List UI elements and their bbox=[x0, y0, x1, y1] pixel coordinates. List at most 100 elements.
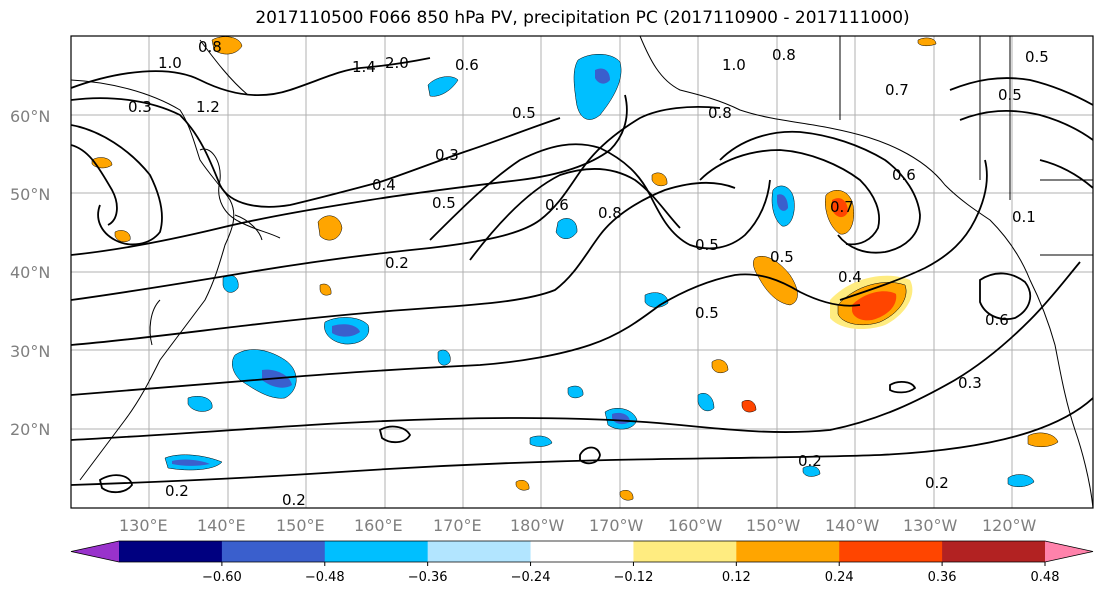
precip-patch-positive bbox=[1027, 432, 1059, 447]
precip-patch-negative bbox=[172, 459, 210, 466]
precip-patch-negative bbox=[427, 76, 459, 97]
lat-label: 20°N bbox=[10, 420, 50, 439]
contour-label: 0.2 bbox=[925, 474, 949, 492]
colorbar-tick-label: −0.36 bbox=[408, 570, 448, 585]
precip-patch-negative bbox=[437, 349, 451, 366]
precip-patch-positive bbox=[515, 480, 530, 491]
contour-label: 0.2 bbox=[282, 491, 306, 509]
contour-label: 0.4 bbox=[372, 176, 396, 194]
contour-label: 0.3 bbox=[435, 146, 459, 164]
colorbar: −0.60 −0.48 −0.36 −0.24 −0.12 0.12 0.24 0.36 0.4… bbox=[70, 540, 1094, 585]
contour-label: 0.8 bbox=[708, 104, 732, 122]
colorbar-extend-max bbox=[1045, 541, 1093, 562]
precip-patch-negative bbox=[1007, 474, 1035, 487]
colorbar-segment bbox=[427, 541, 532, 562]
precip-patch-positive bbox=[917, 37, 937, 47]
precip-patch-negative bbox=[802, 465, 821, 477]
lon-label: 170°E bbox=[433, 516, 482, 535]
precip-patch-negative bbox=[697, 392, 715, 412]
precip-patch-positive bbox=[114, 230, 131, 243]
precip-patch-positive bbox=[211, 36, 243, 55]
precip-patch-negative bbox=[222, 275, 239, 293]
precip-patch-positive bbox=[619, 490, 634, 501]
colorbar-segment bbox=[119, 541, 223, 562]
precip-patch-positive bbox=[852, 291, 897, 321]
lon-label: 180°W bbox=[510, 516, 565, 535]
contour-label: 0.3 bbox=[128, 98, 152, 116]
colorbar-tick-label: 0.24 bbox=[825, 570, 854, 585]
precip-patch-negative bbox=[595, 68, 610, 84]
colorbar-tick-label: −0.24 bbox=[511, 570, 551, 585]
lon-label: 140°W bbox=[825, 516, 880, 535]
colorbar-tick-label: 0.36 bbox=[928, 570, 957, 585]
lon-label: 140°E bbox=[197, 516, 246, 535]
contour-label: 0.5 bbox=[695, 236, 719, 254]
lat-label: 50°N bbox=[10, 185, 50, 204]
contour-label: 1.0 bbox=[158, 54, 182, 72]
colorbar-tick-label: 0.48 bbox=[1031, 570, 1060, 585]
precip-patch-negative bbox=[567, 385, 584, 399]
colorbar-segment bbox=[221, 541, 326, 562]
lon-label: 150°W bbox=[746, 516, 801, 535]
contour-label: 0.6 bbox=[545, 196, 569, 214]
contour-label: 0.6 bbox=[892, 166, 916, 184]
colorbar-tick-label: 0.12 bbox=[722, 570, 751, 585]
precip-patch-negative bbox=[777, 194, 788, 211]
contour-label: 0.6 bbox=[985, 311, 1009, 329]
colorbar-segment bbox=[530, 541, 634, 562]
colorbar-segment bbox=[324, 541, 429, 562]
precip-patch-positive bbox=[711, 359, 729, 374]
precip-shading bbox=[91, 36, 1059, 501]
contour-label: 0.5 bbox=[998, 86, 1022, 104]
longitude-labels: 130°E 140°E 150°E 160°E 170°E 180°W 170°… bbox=[119, 516, 1037, 535]
contour-label: 0.5 bbox=[770, 248, 794, 266]
lon-label: 120°W bbox=[982, 516, 1037, 535]
map-title: 2017110500 F066 850 hPa PV, precipitatio… bbox=[255, 8, 910, 28]
map-border bbox=[70, 35, 1094, 509]
precip-patch-positive bbox=[319, 283, 332, 296]
colorbar-segment bbox=[942, 541, 1046, 562]
lon-label: 130°W bbox=[903, 516, 958, 535]
lat-label: 30°N bbox=[10, 342, 50, 361]
colorbar-tick-label: −0.60 bbox=[202, 570, 242, 585]
contour-label-layer: 0.8 1.0 1.2 1.4 2.0 0.6 0.5 0.3 0.4 0.5 … bbox=[128, 38, 1049, 509]
contour-label: 0.4 bbox=[838, 268, 862, 286]
coastlines bbox=[71, 36, 1093, 508]
contour-label: 0.1 bbox=[1012, 208, 1036, 226]
contour-label: 2.0 bbox=[385, 54, 409, 72]
colorbar-segment bbox=[839, 541, 943, 562]
lon-label: 160°E bbox=[354, 516, 403, 535]
lat-label: 40°N bbox=[10, 263, 50, 282]
contour-label: 0.7 bbox=[885, 81, 909, 99]
precip-patch-negative bbox=[555, 218, 578, 239]
contour-label: 1.2 bbox=[196, 98, 220, 116]
pv-contours bbox=[71, 57, 1093, 494]
contour-label: 0.5 bbox=[695, 304, 719, 322]
precip-patch-negative bbox=[529, 435, 553, 447]
lon-label: 170°W bbox=[589, 516, 644, 535]
latitude-labels: 60°N 50°N 40°N 30°N 20°N bbox=[10, 107, 50, 439]
contour-label: 1.0 bbox=[722, 56, 746, 74]
colorbar-segment bbox=[633, 541, 737, 562]
contour-label: 0.8 bbox=[772, 46, 796, 64]
contour-label: 0.8 bbox=[598, 204, 622, 222]
contour-label: 0.5 bbox=[1025, 48, 1049, 66]
contour-label: 0.2 bbox=[165, 482, 189, 500]
precip-patch-negative bbox=[332, 324, 360, 337]
contour-label: 0.5 bbox=[512, 104, 536, 122]
colorbar-extend-min bbox=[71, 541, 119, 562]
contour-label: 0.7 bbox=[830, 198, 854, 216]
lon-label: 160°W bbox=[668, 516, 723, 535]
precip-patch-positive bbox=[651, 172, 668, 187]
colorbar-outline bbox=[70, 540, 1094, 563]
precip-patch-negative bbox=[573, 54, 622, 120]
gridlines bbox=[71, 36, 1093, 508]
colorbar-tick-label: −0.48 bbox=[305, 570, 345, 585]
contour-label: 0.2 bbox=[385, 254, 409, 272]
lon-label: 130°E bbox=[119, 516, 168, 535]
precip-patch-positive bbox=[741, 400, 757, 413]
contour-label: 0.6 bbox=[455, 56, 479, 74]
lat-label: 60°N bbox=[10, 107, 50, 126]
contour-label: 0.5 bbox=[432, 194, 456, 212]
